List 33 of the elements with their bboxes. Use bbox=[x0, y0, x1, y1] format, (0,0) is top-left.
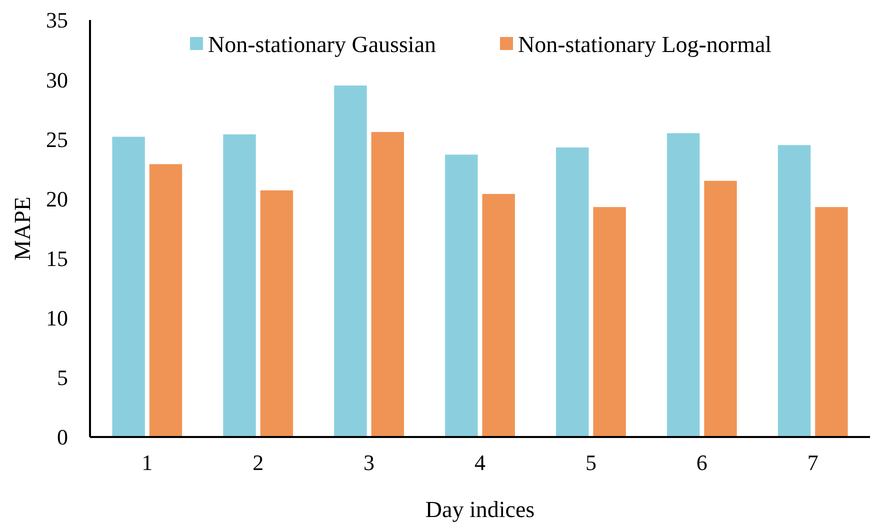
y-tick-label: 15 bbox=[46, 246, 68, 271]
y-tick-label: 5 bbox=[57, 365, 68, 390]
y-tick-label: 25 bbox=[46, 126, 68, 152]
bar bbox=[778, 145, 811, 437]
x-tick-label: 1 bbox=[142, 450, 153, 475]
bar bbox=[482, 194, 515, 437]
bar bbox=[112, 136, 145, 437]
y-tick-label: 0 bbox=[57, 424, 68, 450]
y-tick-label: 10 bbox=[46, 306, 68, 331]
x-tick-label: 4 bbox=[474, 450, 486, 475]
bar bbox=[149, 164, 182, 437]
y-tick-label: 20 bbox=[46, 186, 68, 212]
bar bbox=[704, 180, 737, 437]
x-tick-label: 3 bbox=[364, 450, 375, 475]
y-tick-label: 35 bbox=[46, 8, 68, 33]
bar bbox=[334, 86, 367, 437]
bar bbox=[666, 133, 700, 437]
x-tick-label: 5 bbox=[585, 450, 596, 475]
legend-label: Non-stationary Log-normal bbox=[518, 32, 772, 58]
bar bbox=[223, 134, 256, 437]
bar bbox=[556, 147, 589, 437]
x-tick-label: 7 bbox=[807, 450, 818, 475]
x-tick-label: 6 bbox=[696, 450, 708, 475]
legend-label: Non-stationary Gaussian bbox=[208, 32, 437, 58]
bar bbox=[593, 207, 626, 437]
y-axis-title: MAPE bbox=[10, 196, 35, 260]
bar bbox=[260, 190, 294, 437]
x-tick-label: 2 bbox=[252, 450, 264, 475]
bar bbox=[371, 132, 404, 437]
x-axis-title: Day indices bbox=[425, 497, 535, 522]
y-tick-label: 30 bbox=[46, 67, 68, 92]
bar bbox=[445, 154, 478, 437]
bar bbox=[815, 207, 848, 437]
